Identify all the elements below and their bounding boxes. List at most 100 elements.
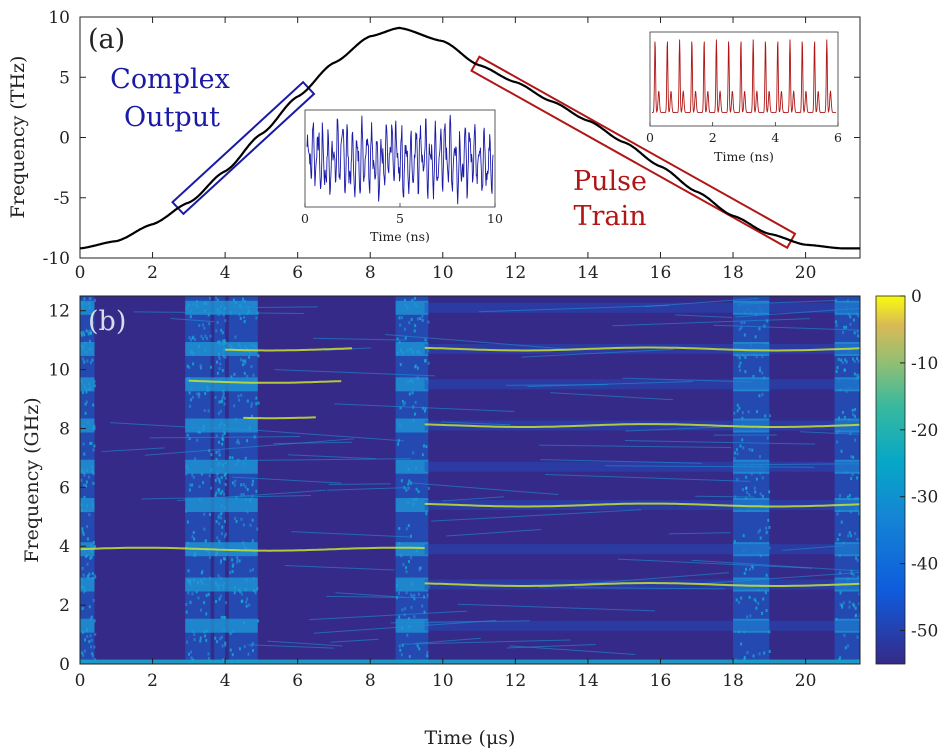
band-speckle: [850, 569, 853, 573]
band-speckle: [741, 438, 744, 442]
faint-spectral-line: [274, 369, 435, 377]
band-speckle: [193, 537, 196, 541]
band-speckle: [839, 656, 842, 660]
band-speckle: [417, 490, 420, 494]
band-speckle: [858, 512, 860, 516]
band-speckle: [852, 318, 855, 322]
band-speckle: [185, 610, 188, 614]
band-speckle: [190, 656, 193, 660]
band-speckle: [251, 539, 254, 543]
band-speckle: [244, 359, 247, 363]
band-speckle: [427, 585, 430, 589]
band-speckle: [753, 598, 756, 602]
harmonic-blotch: [185, 377, 258, 392]
colorbar-tick-label: 0: [911, 287, 922, 307]
colorbar-tick-label: -10: [911, 354, 938, 374]
band-speckle: [81, 527, 84, 531]
band-speckle: [755, 355, 758, 359]
spectrogram-heatmap: [80, 296, 860, 664]
band-speckle: [398, 615, 401, 619]
band-speckle: [218, 522, 221, 526]
faint-spectral-line: [273, 441, 353, 445]
pulse-train-inset-xlabel: Time (ns): [714, 149, 774, 164]
band-speckle: [856, 559, 859, 563]
band-speckle: [93, 384, 96, 388]
band-speckle: [416, 644, 419, 648]
band-speckle: [404, 401, 407, 405]
band-speckle: [219, 561, 222, 565]
band-speckle: [221, 397, 224, 401]
band-speckle: [94, 575, 97, 579]
panel-a-xtick-label: 8: [365, 263, 376, 283]
panel-a-ytick-label: -10: [43, 249, 70, 269]
band-speckle: [86, 525, 89, 529]
band-speckle: [835, 298, 838, 302]
band-speckle: [207, 313, 210, 317]
harmonic-blotch: [185, 459, 258, 474]
band-speckle: [83, 496, 86, 500]
band-speckle: [237, 441, 240, 445]
band-speckle: [215, 491, 218, 495]
band-speckle: [252, 641, 255, 645]
band-speckle: [739, 444, 742, 448]
band-speckle: [83, 333, 86, 337]
band-speckle: [421, 604, 424, 608]
band-speckle: [400, 653, 403, 657]
band-speckle: [188, 336, 191, 340]
band-speckle: [85, 480, 88, 484]
band-speckle: [836, 512, 839, 516]
band-speckle: [406, 633, 409, 637]
band-speckle: [220, 516, 223, 520]
band-speckle: [856, 537, 859, 541]
band-speckle: [742, 446, 745, 450]
band-speckle: [741, 411, 744, 415]
band-speckle: [198, 485, 201, 489]
panel-b-xtick-label: 18: [722, 671, 744, 691]
band-speckle: [224, 616, 227, 620]
band-speckle: [835, 370, 838, 374]
faint-spectral-line: [313, 619, 497, 634]
panel-a-xtick-label: 18: [722, 263, 744, 283]
band-speckle: [217, 516, 220, 520]
band-speckle: [248, 603, 251, 607]
band-speckle: [753, 486, 756, 490]
band-speckle: [857, 334, 860, 338]
harmonic-blotch: [395, 418, 429, 433]
harmonic-blotch: [80, 341, 95, 356]
band-speckle: [766, 319, 769, 323]
faint-spectral-line: [441, 421, 511, 426]
band-speckle: [845, 360, 848, 364]
band-speckle: [255, 396, 258, 400]
band-speckle: [414, 412, 417, 416]
strong-spectral-line: [243, 416, 316, 420]
band-speckle: [854, 613, 857, 617]
faint-spectral-line: [408, 482, 559, 496]
band-speckle: [80, 331, 83, 335]
band-speckle: [761, 476, 764, 480]
band-speckle: [88, 297, 91, 301]
band-speckle: [401, 643, 404, 647]
band-speckle: [240, 592, 243, 596]
band-speckle: [848, 493, 851, 497]
band-speckle: [89, 297, 92, 301]
panel-a-label: (a): [88, 24, 125, 55]
band-speckle: [216, 476, 219, 480]
band-speckle: [856, 476, 859, 480]
band-speckle: [735, 598, 738, 602]
band-speckle: [767, 518, 770, 522]
band-speckle: [738, 356, 741, 360]
band-speckle: [769, 414, 772, 418]
band-speckle: [855, 556, 858, 560]
band-speckle: [852, 573, 855, 577]
pulse-train-waveform: [652, 39, 836, 114]
band-speckle: [739, 361, 742, 365]
band-speckle: [762, 597, 765, 601]
band-speckle: [757, 530, 760, 534]
panel-b-ytick-label: 8: [59, 419, 70, 439]
band-speckle: [836, 440, 839, 444]
band-speckle: [745, 475, 748, 479]
band-speckle: [837, 658, 840, 662]
complex-output-highlight-box: [171, 80, 316, 216]
band-speckle: [81, 607, 84, 611]
